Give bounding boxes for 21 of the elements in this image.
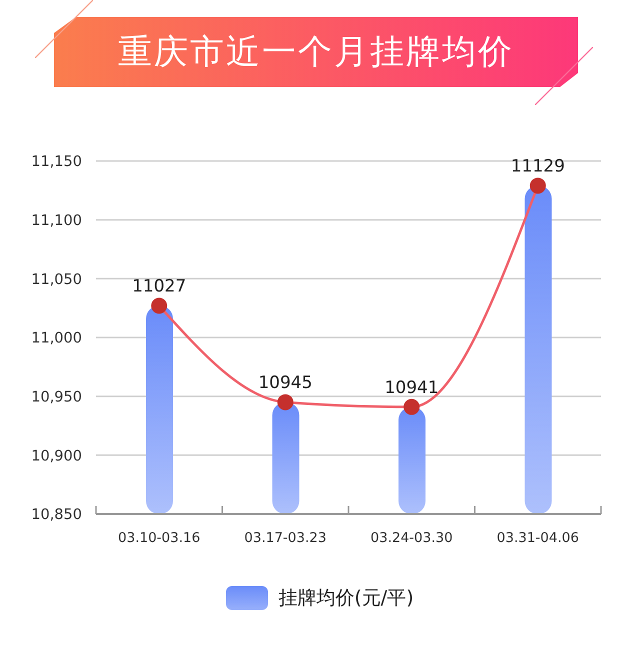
- x-tick-label: 03.24-03.30: [370, 530, 453, 546]
- point: [151, 298, 168, 314]
- y-tick-label: 11,100: [31, 212, 82, 229]
- legend-label: 挂牌均价(元/平): [278, 587, 414, 609]
- point: [530, 178, 546, 194]
- y-tick-label: 11,000: [31, 330, 82, 347]
- data-label: 11027: [132, 276, 186, 297]
- point: [404, 398, 420, 415]
- y-tick-label: 10,900: [31, 448, 82, 464]
- data-label: 10941: [384, 378, 439, 398]
- x-tick-label: 03.10-03.16: [118, 530, 200, 546]
- data-label: 11129: [510, 156, 565, 177]
- y-tick-label: 11,150: [31, 154, 82, 170]
- data-label: 10945: [258, 373, 312, 394]
- y-tick-label: 10,950: [31, 389, 82, 406]
- y-tick-label: 11,050: [31, 272, 82, 288]
- chart-title: 重庆市近一个月挂牌均价: [118, 31, 514, 74]
- point: [277, 394, 294, 410]
- x-tick-label: 03.31-04.06: [496, 530, 579, 546]
- y-tick-label: 10,850: [31, 507, 82, 524]
- x-tick-label: 03.17-03.23: [244, 530, 326, 546]
